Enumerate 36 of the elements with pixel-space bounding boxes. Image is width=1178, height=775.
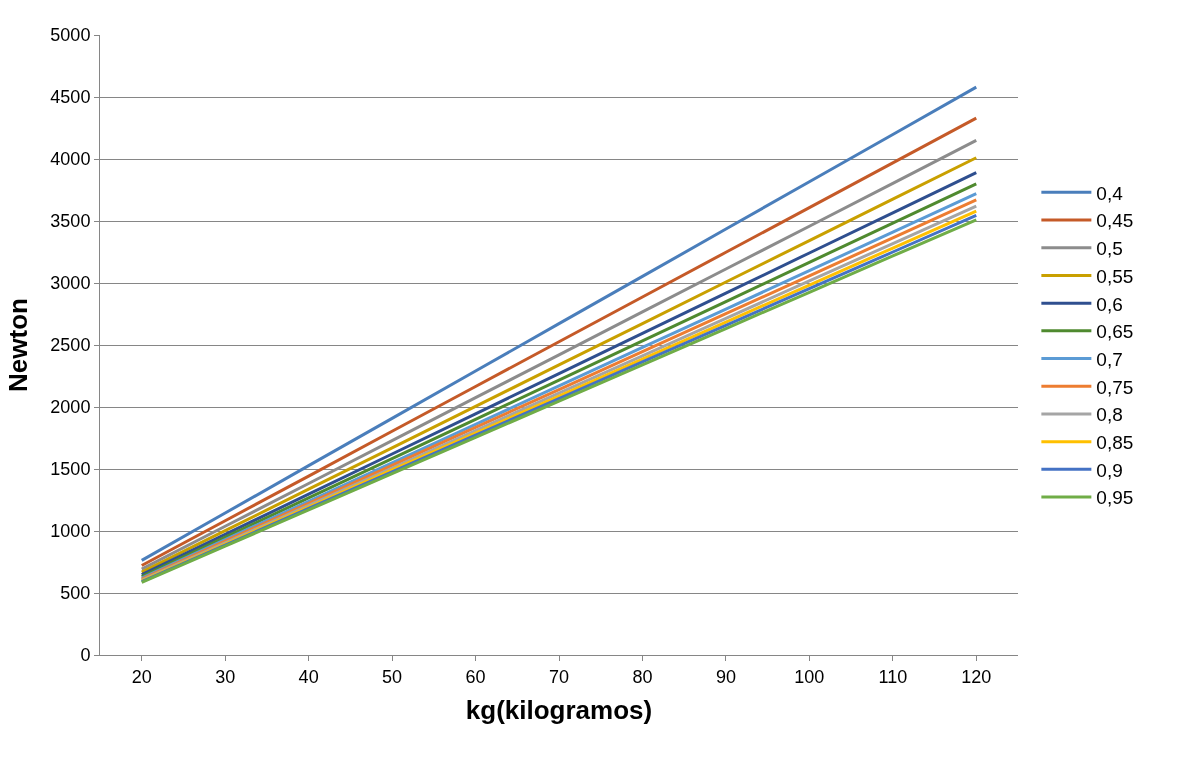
x-tick-label: 70 xyxy=(548,666,570,687)
x-tick-label: 40 xyxy=(298,666,319,687)
legend-label: 0,55 xyxy=(1096,265,1134,287)
y-tick-label: 500 xyxy=(60,583,91,604)
legend-label: 0,95 xyxy=(1096,487,1134,509)
legend-label: 0,7 xyxy=(1096,348,1123,370)
x-tick-label: 90 xyxy=(715,666,736,687)
x-tick-label: 20 xyxy=(131,666,152,687)
x-tick-label: 80 xyxy=(632,666,653,687)
y-axis-title: Newton xyxy=(2,298,33,392)
y-tick-label: 2000 xyxy=(50,397,91,418)
y-tick-label: 5000 xyxy=(50,25,91,46)
legend-label: 0,75 xyxy=(1096,376,1134,398)
y-tick-label: 3000 xyxy=(50,273,91,294)
legend-label: 0,45 xyxy=(1096,210,1134,232)
y-tick-label: 3500 xyxy=(50,211,91,232)
y-tick-label: 4500 xyxy=(50,87,91,108)
legend-label: 0,85 xyxy=(1096,432,1134,454)
x-axis-title: kg(kilogramos) xyxy=(465,695,653,726)
x-tick-label: 60 xyxy=(465,666,486,687)
x-tick-label: 100 xyxy=(794,666,825,687)
x-tick-label: 50 xyxy=(382,666,403,687)
legend-label: 0,65 xyxy=(1096,321,1134,343)
legend-label: 0,4 xyxy=(1096,182,1124,204)
x-tick-label: 30 xyxy=(215,666,236,687)
legend-label: 0,8 xyxy=(1096,404,1123,426)
legend-label: 0,5 xyxy=(1096,238,1123,260)
y-tick-label: 4000 xyxy=(50,149,91,170)
y-tick-label: 1500 xyxy=(50,459,91,480)
y-tick-label: 2500 xyxy=(50,335,91,356)
legend-label: 0,6 xyxy=(1096,293,1123,315)
x-tick-label: 110 xyxy=(878,666,908,687)
legend-label: 0,9 xyxy=(1096,459,1123,481)
y-tick-label: 1000 xyxy=(50,521,91,542)
x-tick-label: 120 xyxy=(961,666,992,687)
y-tick-label: 0 xyxy=(80,645,91,666)
